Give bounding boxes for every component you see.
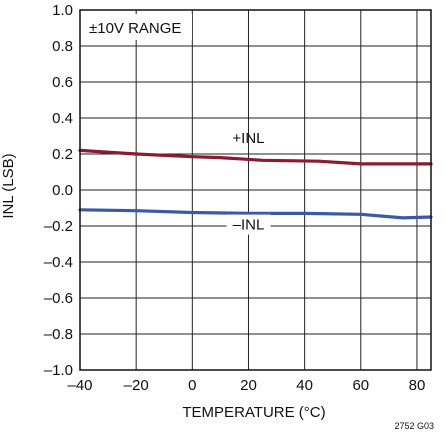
series-label-plus-inl: +INL — [232, 130, 264, 147]
y-tick-label: 0.6 — [52, 74, 73, 91]
plot-border — [79, 9, 432, 371]
y-tick-label: –1.0 — [44, 362, 73, 379]
grid — [79, 9, 431, 371]
range-annotation-box — [84, 14, 192, 40]
series-line-plus-inl — [78, 148, 433, 166]
figure-code: 2752 G03 — [394, 421, 434, 431]
x-axis-title: TEMPERATURE (°C) — [182, 404, 325, 421]
y-tick-label: 0.0 — [52, 182, 73, 199]
y-tick-label: –0.8 — [44, 326, 73, 343]
y-tick-label: –0.2 — [44, 218, 73, 235]
y-tick-label: 0.8 — [52, 38, 73, 55]
y-tick-labels: 1.0 0.8 0.6 0.4 0.2 0.0 –0.2 –0.4 –0.6 –0.8 –1.0 — [44, 2, 73, 379]
x-tick-label: 60 — [352, 377, 369, 394]
y-tick-label: –0.6 — [44, 290, 73, 307]
x-tick-label: –20 — [124, 377, 149, 394]
x-tick-label: –40 — [67, 377, 92, 394]
y-tick-label: 0.2 — [52, 146, 73, 163]
range-annotation: ±10V RANGE — [89, 20, 181, 37]
series-lines — [78, 148, 433, 220]
x-tick-label: 80 — [409, 377, 426, 394]
y-tick-label: 1.0 — [52, 2, 73, 19]
series-labels: +INL –INL — [226, 130, 271, 235]
x-tick-label: 40 — [296, 377, 313, 394]
series-label-minus-inl: –INL — [233, 217, 265, 234]
series-label-backdrop — [226, 214, 271, 235]
y-tick-label: –0.4 — [44, 254, 73, 271]
plot-frame — [79, 9, 432, 371]
y-axis-title: INL (LSB) — [0, 153, 17, 218]
series-line-minus-inl — [78, 208, 433, 220]
x-tick-labels: –40 –20 0 20 40 60 80 — [67, 377, 425, 394]
x-tick-label: 0 — [188, 377, 196, 394]
y-tick-label: 0.4 — [52, 110, 73, 127]
x-tick-label: 20 — [240, 377, 257, 394]
